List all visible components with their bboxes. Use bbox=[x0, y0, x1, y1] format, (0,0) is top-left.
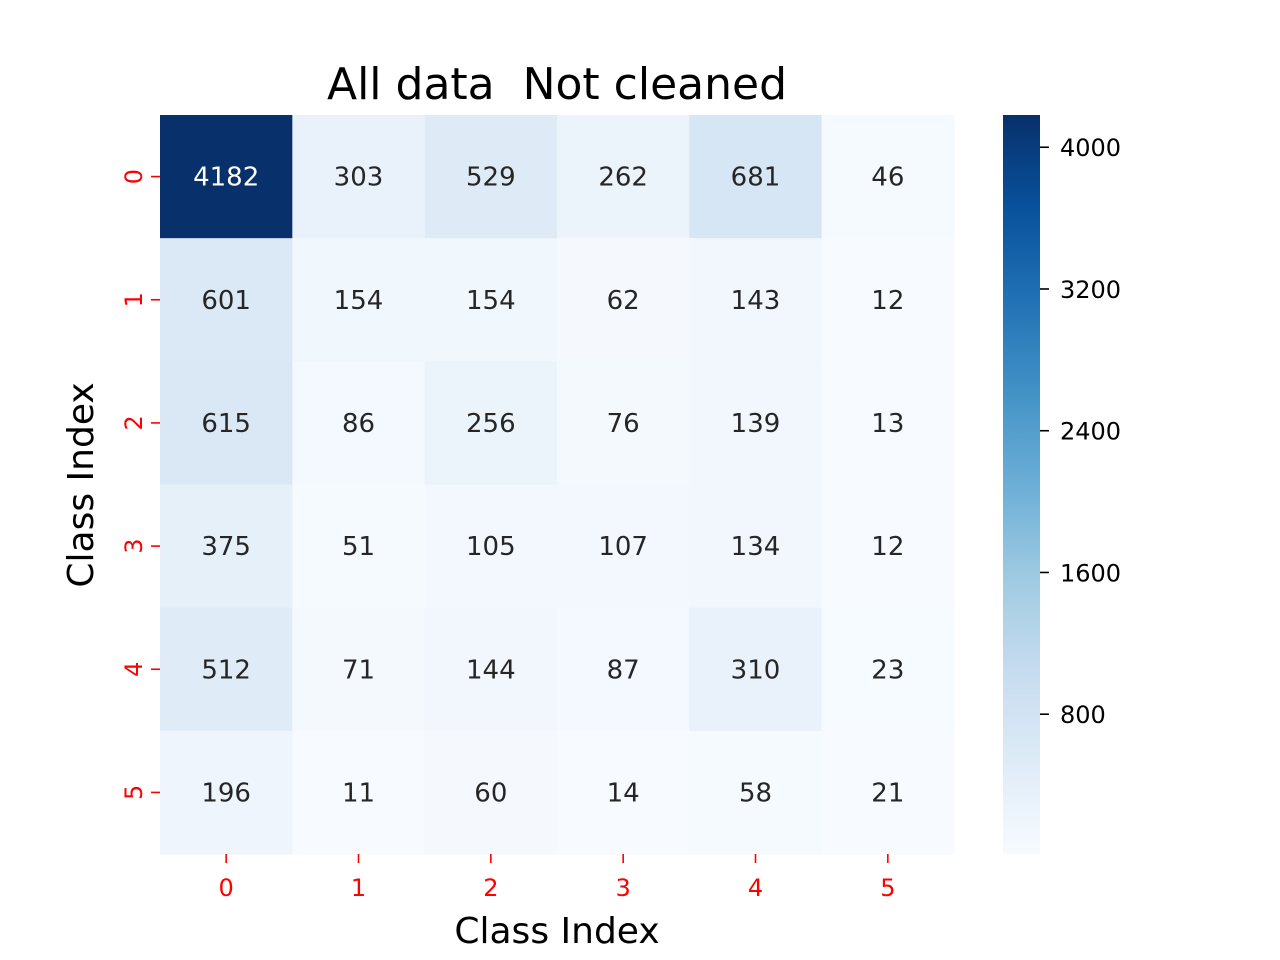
colorbar-gradient bbox=[1003, 115, 1040, 854]
heatmap-cell bbox=[689, 361, 823, 486]
cell-value-label: 51 bbox=[342, 532, 375, 562]
heatmap-cell bbox=[292, 607, 426, 732]
cell-value-label: 134 bbox=[731, 532, 781, 562]
heatmap-cell bbox=[689, 484, 823, 609]
cell-value-label: 144 bbox=[466, 655, 516, 685]
x-tick-label: 3 bbox=[616, 874, 631, 902]
heatmap-cell bbox=[424, 361, 558, 486]
cell-value-label: 512 bbox=[201, 655, 251, 685]
heatmap-cell bbox=[424, 238, 558, 362]
cell-value-label: 58 bbox=[739, 778, 772, 808]
y-axis: 0 1 2 3 4 5 bbox=[120, 169, 160, 800]
heatmap-cell bbox=[821, 361, 955, 486]
cell-value-label: 12 bbox=[871, 532, 904, 562]
heatmap-cell bbox=[821, 607, 955, 732]
x-tick-label: 1 bbox=[351, 874, 366, 902]
cell-value-label: 196 bbox=[201, 778, 251, 808]
y-tick-label: 1 bbox=[120, 292, 148, 307]
heatmap-cell bbox=[689, 238, 823, 362]
cell-value-label: 310 bbox=[731, 655, 781, 685]
heatmap-cell bbox=[557, 361, 690, 486]
cell-value-label: 262 bbox=[598, 163, 648, 193]
cell-value-label: 154 bbox=[466, 286, 516, 316]
heatmap-cell bbox=[689, 115, 823, 239]
cell-value-label: 13 bbox=[871, 409, 904, 439]
cell-value-label: 107 bbox=[598, 532, 648, 562]
heatmap-cell bbox=[292, 115, 426, 239]
heatmap-cell bbox=[821, 484, 955, 609]
x-tick-label: 0 bbox=[219, 874, 234, 902]
cell-value-label: 256 bbox=[466, 409, 516, 439]
y-tick-label: 4 bbox=[120, 662, 148, 677]
heatmap-cell bbox=[821, 115, 955, 239]
heatmap-cell bbox=[557, 115, 690, 239]
cell-value-label: 60 bbox=[474, 778, 507, 808]
heatmap-cell bbox=[160, 115, 293, 239]
chart-title: All data Not cleaned bbox=[327, 59, 787, 110]
colorbar-tick-label: 2400 bbox=[1060, 418, 1121, 446]
cell-value-label: 71 bbox=[342, 655, 375, 685]
heatmap-cell bbox=[821, 238, 955, 362]
cell-value-label: 87 bbox=[607, 655, 640, 685]
y-tick-label: 0 bbox=[120, 169, 148, 184]
heatmap-cell bbox=[160, 484, 293, 609]
colorbar: 800 1600 2400 3200 4000 bbox=[1003, 115, 1121, 854]
cell-value-label: 21 bbox=[871, 778, 904, 808]
y-tick-label: 3 bbox=[120, 538, 148, 553]
y-axis-label: Class Index bbox=[61, 382, 102, 587]
cell-value-label: 529 bbox=[466, 163, 516, 193]
x-axis-label: Class Index bbox=[454, 911, 659, 952]
heatmap-cell bbox=[160, 607, 293, 732]
cell-value-label: 46 bbox=[871, 163, 904, 193]
heatmap-cell bbox=[424, 115, 558, 239]
heatmap-cell bbox=[292, 238, 426, 362]
heatmap-cell bbox=[557, 607, 690, 732]
cell-value-label: 139 bbox=[731, 409, 781, 439]
cell-value-label: 11 bbox=[342, 778, 375, 808]
x-tick-label: 4 bbox=[748, 874, 763, 902]
heatmap-cell bbox=[689, 607, 823, 732]
cell-value-label: 143 bbox=[731, 286, 781, 316]
heatmap-cell bbox=[160, 238, 293, 362]
x-tick-label: 5 bbox=[880, 874, 895, 902]
heatmap-cell bbox=[689, 730, 823, 855]
cell-value-label: 105 bbox=[466, 532, 516, 562]
cell-value-label: 76 bbox=[607, 409, 640, 439]
y-tick-label: 2 bbox=[120, 415, 148, 430]
cell-value-label: 681 bbox=[731, 163, 781, 193]
x-axis: 0 1 2 3 4 5 bbox=[219, 854, 895, 902]
cell-value-label: 12 bbox=[871, 286, 904, 316]
heatmap-cell bbox=[424, 484, 558, 609]
colorbar-tick-label: 1600 bbox=[1060, 559, 1121, 587]
heatmap-cell bbox=[557, 730, 690, 855]
cell-value-label: 375 bbox=[201, 532, 251, 562]
cell-value-label: 154 bbox=[334, 286, 384, 316]
colorbar-tick-label: 3200 bbox=[1060, 276, 1121, 304]
colorbar-tick-label: 800 bbox=[1060, 701, 1106, 729]
cell-value-label: 4182 bbox=[193, 163, 259, 193]
cell-value-label: 615 bbox=[201, 409, 251, 439]
heatmap-cell bbox=[557, 484, 690, 609]
heatmap-cell bbox=[424, 607, 558, 732]
y-tick-label: 5 bbox=[120, 785, 148, 800]
heatmap-cell bbox=[292, 361, 426, 486]
cell-value-label: 62 bbox=[607, 286, 640, 316]
heatmap-cell bbox=[160, 361, 293, 486]
x-tick-label: 2 bbox=[483, 874, 498, 902]
heatmap-cells: 4182 303 529 262 681 46 601 154 154 62 143 12 615 86 2… bbox=[160, 115, 955, 855]
heatmap-cell bbox=[821, 730, 955, 855]
cell-value-label: 86 bbox=[342, 409, 375, 439]
cell-value-label: 303 bbox=[334, 163, 384, 193]
heatmap-cell bbox=[292, 484, 426, 609]
heatmap-cell bbox=[292, 730, 426, 855]
cell-value-label: 601 bbox=[201, 286, 251, 316]
heatmap-cell bbox=[424, 730, 558, 855]
cell-value-label: 14 bbox=[607, 778, 640, 808]
heatmap-cell bbox=[160, 730, 293, 855]
colorbar-tick-label: 4000 bbox=[1060, 134, 1121, 162]
heatmap-cell bbox=[557, 238, 690, 362]
cell-value-label: 23 bbox=[871, 655, 904, 685]
